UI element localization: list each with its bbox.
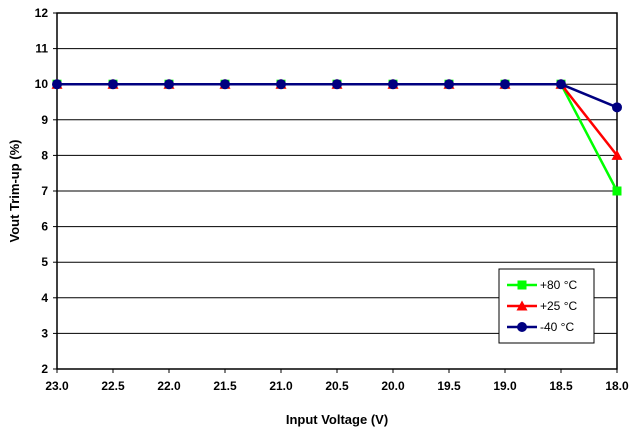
data-point	[612, 102, 622, 113]
data-point	[276, 79, 286, 90]
data-point	[388, 79, 398, 90]
series-group	[51, 78, 623, 196]
x-tick-labels: 23.0 22.5 22.0 21.5 21.0 20.5 20.0 19.5 19.0 18.5…	[45, 379, 629, 393]
y-tick-label: 2	[41, 362, 48, 376]
y-tick-label: 11	[35, 42, 48, 56]
data-point	[612, 186, 622, 196]
legend-marker	[517, 322, 527, 332]
legend-label: +80 °C	[540, 278, 577, 292]
y-tick-label: 5	[41, 255, 48, 269]
y-tick-labels: 2 3 4 5 6 7 8 9 10 11 12	[35, 6, 49, 376]
y-axis-title: Vout Trim-up (%)	[7, 139, 22, 242]
series-2	[52, 79, 622, 113]
legend-label: +25 °C	[540, 299, 577, 313]
x-tick-label: 19.5	[437, 379, 461, 393]
x-tick-label: 20.0	[381, 379, 405, 393]
data-point	[52, 79, 62, 90]
y-tick-label: 6	[41, 220, 48, 234]
legend-item: -40 °C	[507, 320, 574, 334]
data-point	[108, 79, 118, 90]
data-point	[444, 79, 454, 90]
legend-item: +80 °C	[507, 278, 577, 292]
x-tick-label: 22.0	[157, 379, 181, 393]
data-point	[556, 79, 566, 90]
x-tick-label: 19.0	[493, 379, 517, 393]
x-tick-label: 22.5	[101, 379, 125, 393]
x-tick-label: 20.5	[325, 379, 349, 393]
data-point	[332, 79, 342, 90]
x-axis-title: Input Voltage (V)	[286, 412, 388, 427]
data-point	[500, 79, 510, 90]
y-tick-label: 10	[35, 77, 49, 91]
legend-label: -40 °C	[540, 320, 574, 334]
data-point	[611, 149, 623, 160]
legend-marker	[516, 300, 528, 311]
x-tick-label: 21.0	[269, 379, 293, 393]
y-tick-label: 7	[41, 184, 48, 198]
y-tick-label: 9	[41, 113, 48, 127]
y-tick-label: 12	[35, 6, 49, 20]
legend: +80 °C +25 °C -40 °C	[498, 268, 595, 344]
x-tick-label: 18.5	[549, 379, 573, 393]
x-tick-label: 21.5	[213, 379, 237, 393]
legend-item: +25 °C	[507, 299, 577, 313]
x-tick-label: 23.0	[45, 379, 69, 393]
data-point	[220, 79, 230, 90]
x-tick-label: 18.0	[605, 379, 629, 393]
y-tick-label: 3	[41, 326, 48, 340]
data-point	[164, 79, 174, 90]
legend-marker	[517, 280, 527, 290]
y-tick-label: 4	[41, 291, 48, 305]
y-tick-label: 8	[41, 148, 48, 162]
